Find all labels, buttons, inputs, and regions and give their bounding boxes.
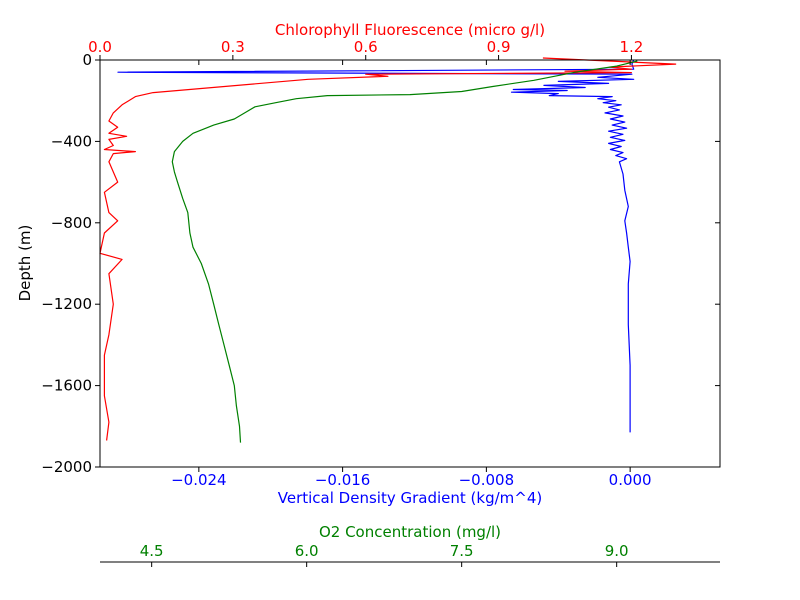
oxygen-series-line xyxy=(171,60,638,443)
chlorophyll-tick-label: 0.9 xyxy=(487,38,511,56)
y-axis-label: Depth (m) xyxy=(16,225,34,302)
y-tick-label: −1600 xyxy=(41,377,92,395)
series-layer xyxy=(99,57,677,443)
plot-frame xyxy=(99,59,721,468)
y-tick-label: −2000 xyxy=(41,458,92,476)
density-tick-label: −0.024 xyxy=(171,471,227,489)
chlorophyll-tick-label: 0.3 xyxy=(221,38,245,56)
density-series-line xyxy=(117,59,635,433)
density-axis-label: Vertical Density Gradient (kg/m^4) xyxy=(278,489,542,507)
chlorophyll-tick-label: 1.2 xyxy=(619,38,643,56)
oxygen-tick-label: 7.5 xyxy=(450,542,474,560)
chlorophyll-tick-label: 0.6 xyxy=(354,38,378,56)
chlorophyll-axis-label: Chlorophyll Fluorescence (micro g/l) xyxy=(275,21,545,39)
chlorophyll-series-line xyxy=(99,57,677,441)
y-tick-label: −800 xyxy=(51,214,92,232)
density-tick-label: −0.016 xyxy=(315,471,371,489)
axes-layer: 0 −400 −800 −1200 −1600 −2000 −0.024 −0.016 −0.0… xyxy=(41,38,720,567)
oxygen-tick-label: 9.0 xyxy=(605,542,629,560)
density-tick-label: −0.008 xyxy=(459,471,515,489)
oxygen-tick-label: 4.5 xyxy=(140,542,164,560)
y-tick-label: 0 xyxy=(82,51,92,69)
chlorophyll-tick-label: 0.0 xyxy=(88,38,112,56)
density-tick-label: 0.000 xyxy=(609,471,652,489)
y-tick-label: −1200 xyxy=(41,295,92,313)
oxygen-tick-label: 6.0 xyxy=(295,542,319,560)
oxygen-axis-label: O2 Concentration (mg/l) xyxy=(319,523,501,541)
y-tick-label: −400 xyxy=(51,132,92,150)
